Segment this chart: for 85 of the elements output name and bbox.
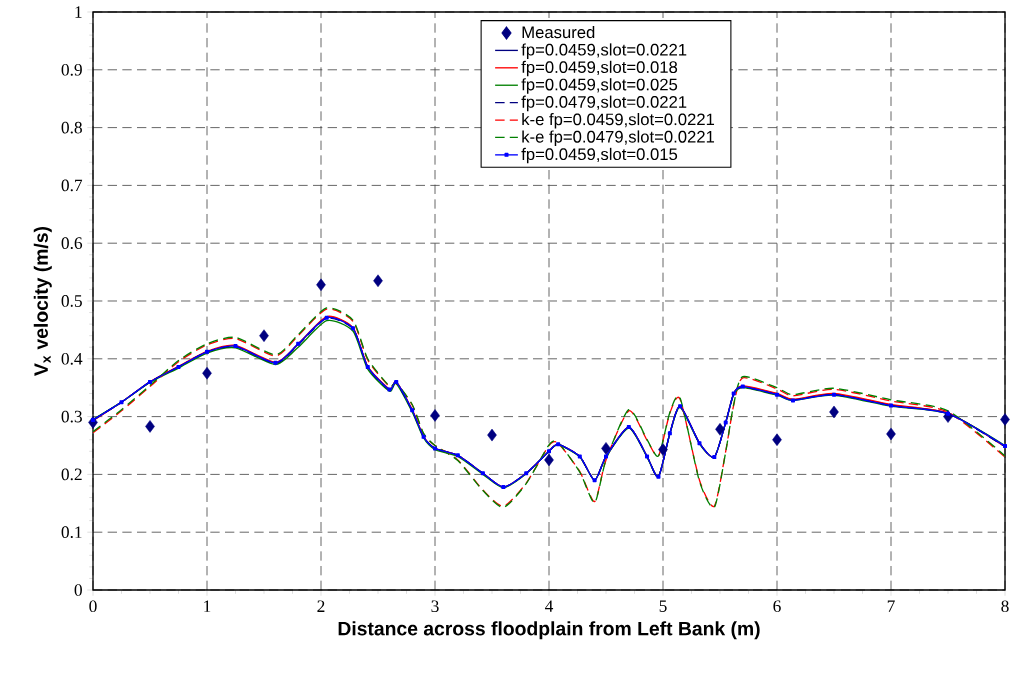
point <box>790 398 795 403</box>
point <box>547 449 552 454</box>
point <box>577 454 582 459</box>
y-tick-label: 0.7 <box>61 179 83 192</box>
point <box>145 420 155 433</box>
x-axis-title: Distance across floodplain from Left Bank (m) <box>338 621 760 640</box>
point <box>946 411 951 416</box>
point <box>715 423 725 436</box>
point <box>205 349 210 354</box>
point <box>829 405 839 419</box>
point <box>410 408 415 413</box>
point <box>324 315 329 320</box>
point <box>723 420 728 425</box>
legend-label: fp=0.0479,slot=0.0221 <box>521 95 687 112</box>
x-tick-label: 5 <box>659 600 667 612</box>
point <box>350 326 355 331</box>
point <box>455 453 460 458</box>
y-tick-label: 0.2 <box>61 468 82 481</box>
point <box>601 442 611 455</box>
point <box>697 441 702 446</box>
point <box>373 274 383 288</box>
point <box>202 366 212 380</box>
point <box>658 443 668 456</box>
point <box>544 453 554 467</box>
point <box>119 400 124 405</box>
x-tick-label: 7 <box>887 600 895 612</box>
point <box>667 431 672 436</box>
point <box>1003 444 1008 449</box>
point <box>712 455 717 460</box>
point <box>433 446 438 451</box>
point <box>556 442 561 447</box>
legend-label: fp=0.0459,slot=0.025 <box>521 78 678 94</box>
point <box>316 278 326 292</box>
legend-label: fp=0.0459,slot=0.018 <box>521 60 678 77</box>
point <box>233 344 238 349</box>
point <box>91 418 95 423</box>
legend-label: k-e fp=0.0479,slot=0.0221 <box>522 130 715 146</box>
point <box>365 364 370 369</box>
x-tick-label: 2 <box>317 600 325 612</box>
point <box>273 360 278 365</box>
y-tick-label: 0 <box>74 584 82 596</box>
x-tick-label: 3 <box>431 600 439 613</box>
y-tick-label: 0.3 <box>61 410 82 423</box>
point <box>259 329 269 342</box>
point <box>487 428 497 442</box>
y-tick-label: 0.5 <box>61 295 82 307</box>
x-tick-label: 8 <box>1001 600 1009 613</box>
legend-label: fp=0.0459,slot=0.015 <box>521 147 678 164</box>
point <box>604 454 609 459</box>
point <box>296 341 301 346</box>
point <box>645 454 650 459</box>
point <box>387 387 392 392</box>
point <box>832 392 837 397</box>
legend-label: fp=0.0459,slot=0.0221 <box>521 43 687 59</box>
x-tick-label: 4 <box>545 600 554 612</box>
point <box>772 433 782 446</box>
point <box>421 434 426 439</box>
point <box>480 471 485 476</box>
x-tick-label: 6 <box>773 600 781 613</box>
x-tick-label: 1 <box>204 600 211 612</box>
legend-label: k-e fp=0.0459,slot=0.0221 <box>522 113 715 129</box>
point <box>740 384 745 389</box>
point <box>524 471 529 476</box>
point <box>148 379 153 384</box>
point <box>626 425 631 429</box>
point <box>678 404 683 409</box>
y-tick-label: 0.8 <box>61 121 82 134</box>
point <box>430 409 440 422</box>
y-tick-label: 0.9 <box>61 63 82 76</box>
y-tick-label: 0.1 <box>61 526 82 539</box>
point <box>656 474 661 479</box>
y-axis-title: V$_{x}$ velocity (m/s) <box>33 226 52 376</box>
legend-label: Measured <box>522 25 595 39</box>
point <box>775 392 780 397</box>
point <box>592 478 597 483</box>
x-tick-label: 0 <box>89 600 97 613</box>
y-tick-label: 0.4 <box>61 352 83 365</box>
y-tick-label: 1 <box>75 6 82 18</box>
point <box>501 485 506 490</box>
point <box>889 403 894 408</box>
point <box>394 379 399 384</box>
point <box>886 427 896 441</box>
point <box>731 391 736 396</box>
y-tick-label: 0.6 <box>61 237 83 250</box>
point <box>176 364 181 369</box>
